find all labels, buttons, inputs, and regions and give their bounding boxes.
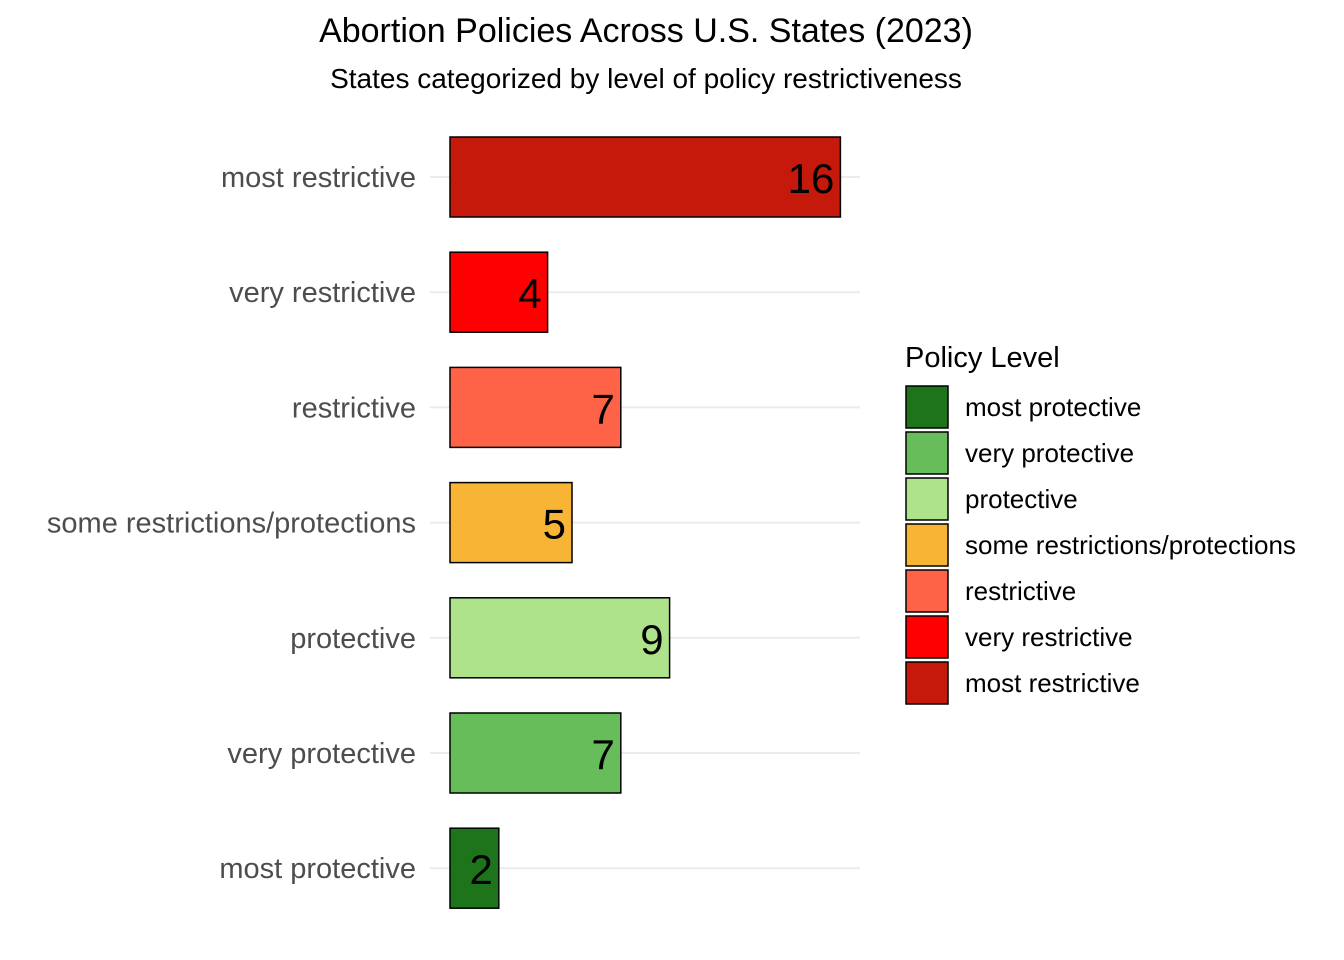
y-axis-tick-labels: most restrictive very restrictive restrict… [47, 162, 416, 885]
legend-label: most protective [965, 392, 1141, 422]
legend-label: some restrictions/protections [965, 530, 1296, 560]
bar-most-restrictive [449, 136, 842, 218]
bar-some-restrictions-protections [449, 481, 573, 564]
bar-most-protective [449, 827, 500, 909]
legend-label: very protective [965, 438, 1134, 468]
legend-key [905, 615, 949, 659]
chart-subtitle: States categorized by level of policy re… [330, 63, 962, 94]
legend-key [905, 385, 949, 429]
bar-value-labels: 16 4 7 5 9 7 2 [469, 155, 834, 893]
legend-key [905, 477, 949, 521]
legend: Policy Level most protective very protect… [905, 342, 1296, 705]
bar-very-restrictive [449, 251, 549, 333]
bar-value-label: 2 [469, 846, 492, 893]
bar-value-label: 4 [518, 270, 541, 317]
y-tick-label: protective [290, 623, 416, 655]
plot-bars [449, 136, 842, 909]
legend-label: most restrictive [965, 668, 1140, 698]
legend-items: most protective very protective protective… [905, 385, 1296, 705]
legend-key [905, 431, 949, 475]
legend-key [905, 523, 949, 567]
bar-restrictive [449, 366, 622, 449]
y-tick-label: very protective [227, 738, 416, 770]
bar-protective [449, 597, 671, 679]
bar-value-label: 16 [788, 155, 835, 202]
bar-value-label: 5 [543, 501, 566, 548]
bar-value-label: 9 [640, 616, 663, 663]
bar-very-protective [449, 712, 622, 794]
y-tick-label: very restrictive [229, 277, 416, 309]
bar-value-label: 7 [591, 385, 614, 432]
legend-label: protective [965, 484, 1078, 514]
y-tick-label: most restrictive [221, 162, 416, 194]
y-tick-label: most protective [219, 853, 416, 885]
bar-value-label: 7 [591, 731, 614, 778]
legend-label: restrictive [965, 576, 1076, 606]
legend-label: very restrictive [965, 622, 1133, 652]
legend-key [905, 661, 949, 705]
legend-title: Policy Level [905, 342, 1060, 374]
y-tick-label: restrictive [292, 392, 416, 424]
chart-title: Abortion Policies Across U.S. States (20… [319, 12, 973, 50]
y-tick-label: some restrictions/protections [47, 508, 416, 540]
legend-key [905, 569, 949, 613]
